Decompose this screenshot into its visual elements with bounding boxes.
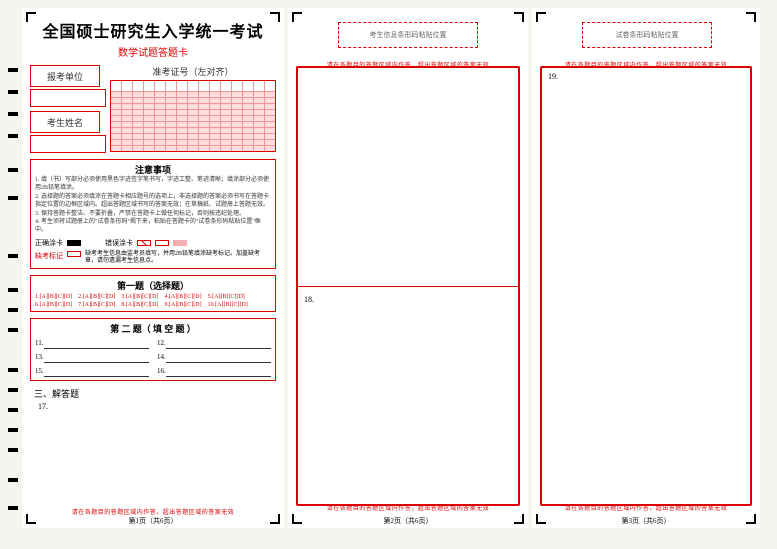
notice-item: 3. 保持答题卡整洁、不要折叠，严禁在答题卡上做任何标记，否则按违纪处理。 (35, 210, 271, 218)
fill-blank[interactable] (44, 353, 149, 363)
mc-option[interactable]: 1.[A][B][C][D] (35, 294, 72, 300)
name-label: 考生姓名 (30, 111, 100, 133)
fill-blank[interactable] (166, 367, 271, 377)
fill-label: 16. (157, 367, 166, 377)
fill-label: 14. (157, 353, 166, 363)
exam-title: 全国硕士研究生入学统一考试 (22, 18, 284, 42)
notice-item: 1. 填（书）写部分必须使用黑色字迹签字笔书写，字迹工整、笔迹清晰；填涂部分必须… (35, 176, 271, 193)
fill-blank[interactable] (44, 367, 149, 377)
crop-mark (536, 514, 546, 524)
divider (298, 286, 518, 287)
page-1-label: 第1页（共6页） (129, 516, 178, 526)
notice-item: 2. 选择题的答案必须填涂在答题卡相应题号的选项上，非选择题的答案必须书写在答题… (35, 193, 271, 210)
answer-panel-3[interactable]: 请在各题目的答题区域内作答，超出答题区域的答案无效 请在各题目的答题区域内作答，… (540, 66, 752, 506)
correct-fill-label: 正确涂卡 (35, 238, 63, 248)
absent-text: 缺考考生信息由监考员填写，并用2B铅笔填涂缺考标记。加盖缺考章，请勿遗漏考生信息… (85, 251, 271, 265)
q18-label: 18. (304, 295, 314, 304)
section-2: 第 二 题（ 填 空 题 ） 11. 12. 13. 14. 15. 16. (30, 318, 276, 381)
warn-top: 请在各题目的答题区域内作答，超出答题区域的答案无效 (565, 60, 728, 69)
mc-option[interactable]: 10.[A][B][C][D] (208, 302, 248, 308)
mc-option[interactable]: 6.[A][B][C][D] (35, 302, 72, 308)
paper-barcode-box: 试卷条形码粘贴位置 (582, 22, 712, 48)
notice-box: 注意事项 1. 填（书）写部分必须使用黑色字迹签字笔书写，字迹工整、笔迹清晰；填… (30, 159, 276, 269)
unit-value[interactable] (30, 89, 106, 107)
crop-mark (514, 514, 524, 524)
crop-mark (270, 514, 280, 524)
crop-mark (292, 12, 302, 22)
crop-mark (26, 514, 36, 524)
section-3-title: 三、解答题 (34, 387, 276, 400)
page-3: 试卷条形码粘贴位置 请在各题目的答题区域内作答，超出答题区域的答案无效 请在各题… (532, 8, 760, 528)
mc-option[interactable]: 3.[A][B][C][D] (121, 294, 158, 300)
answer-panel-2[interactable]: 请在各题目的答题区域内作答，超出答题区域的答案无效 请在各题目的答题区域内作答，… (296, 66, 520, 506)
fill-label: 12. (157, 339, 166, 349)
wrong-fill-icon (137, 240, 151, 246)
warn-bottom: 请在各题目的答题区域内作答，超出答题区域的答案无效 (327, 503, 490, 512)
crop-mark (26, 12, 36, 22)
fill-blank[interactable] (44, 339, 150, 349)
mc-option[interactable]: 9.[A][B][C][D] (164, 302, 201, 308)
wrong-fill-label: 错误涂卡 (105, 238, 133, 248)
page-1: 全国硕士研究生入学统一考试 数学试题答题卡 报考单位 考生姓名 准考证号（左对齐… (22, 8, 284, 528)
unit-label: 报考单位 (30, 65, 100, 87)
examinee-barcode-box: 考生信息条形码粘贴位置 (338, 22, 478, 48)
fill-label: 13. (35, 353, 44, 363)
notice-item: 4. 考生须将试题册上的"试卷条形码"揭下来，粘贴在答题卡的"试卷条形码粘贴位置… (35, 218, 271, 235)
crop-mark (746, 514, 756, 524)
mc-option[interactable]: 8.[A][B][C][D] (121, 302, 158, 308)
page-3-label: 第3页（共6页） (622, 516, 671, 526)
fill-label: 11. (35, 339, 44, 349)
mc-option[interactable]: 2.[A][B][C][D] (78, 294, 115, 300)
fill-label: 15. (35, 367, 44, 377)
crop-mark (536, 12, 546, 22)
warn-top: 请在各题目的答题区域内作答，超出答题区域的答案无效 (327, 60, 490, 69)
warn-bottom: 请在各题目的答题区域内作答，超出答题区域的答案无效 (72, 507, 235, 516)
correct-fill-icon (67, 240, 81, 246)
section-1: 第一题（选择题） 1.[A][B][C][D] 2.[A][B][C][D] 3.[… (30, 275, 276, 312)
timing-marks (8, 8, 18, 528)
exam-subtitle: 数学试题答题卡 (22, 44, 284, 59)
crop-mark (270, 12, 280, 22)
mc-option[interactable]: 4.[A][B][C][D] (164, 294, 201, 300)
notice-title: 注意事项 (35, 163, 271, 176)
warn-bottom: 请在各题目的答题区域内作答，超出答题区域的答案无效 (565, 503, 728, 512)
name-value[interactable] (30, 135, 106, 153)
fill-blank[interactable] (166, 339, 271, 349)
crop-mark (292, 514, 302, 524)
section-2-title: 第 二 题（ 填 空 题 ） (35, 322, 271, 335)
ticket-label: 准考证号（左对齐） (110, 65, 276, 78)
ticket-grid[interactable] (110, 80, 276, 152)
absent-label: 缺考标记 (35, 251, 63, 261)
crop-mark (746, 12, 756, 22)
page-2: 考生信息条形码粘贴位置 请在各题目的答题区域内作答，超出答题区域的答案无效 请在… (288, 8, 528, 528)
wrong-fill-icon (173, 240, 187, 246)
mc-option[interactable]: 5.[A][B][C][D] (208, 294, 245, 300)
page-2-label: 第2页（共6页） (384, 516, 433, 526)
wrong-fill-icon (155, 240, 169, 246)
fill-blank[interactable] (166, 353, 271, 363)
q17-label: 17. (38, 402, 284, 411)
q19-label: 19. (548, 72, 558, 81)
absent-mark-box[interactable] (67, 251, 81, 257)
mc-option[interactable]: 7.[A][B][C][D] (78, 302, 115, 308)
section-1-title: 第一题（选择题） (35, 279, 271, 292)
crop-mark (514, 12, 524, 22)
